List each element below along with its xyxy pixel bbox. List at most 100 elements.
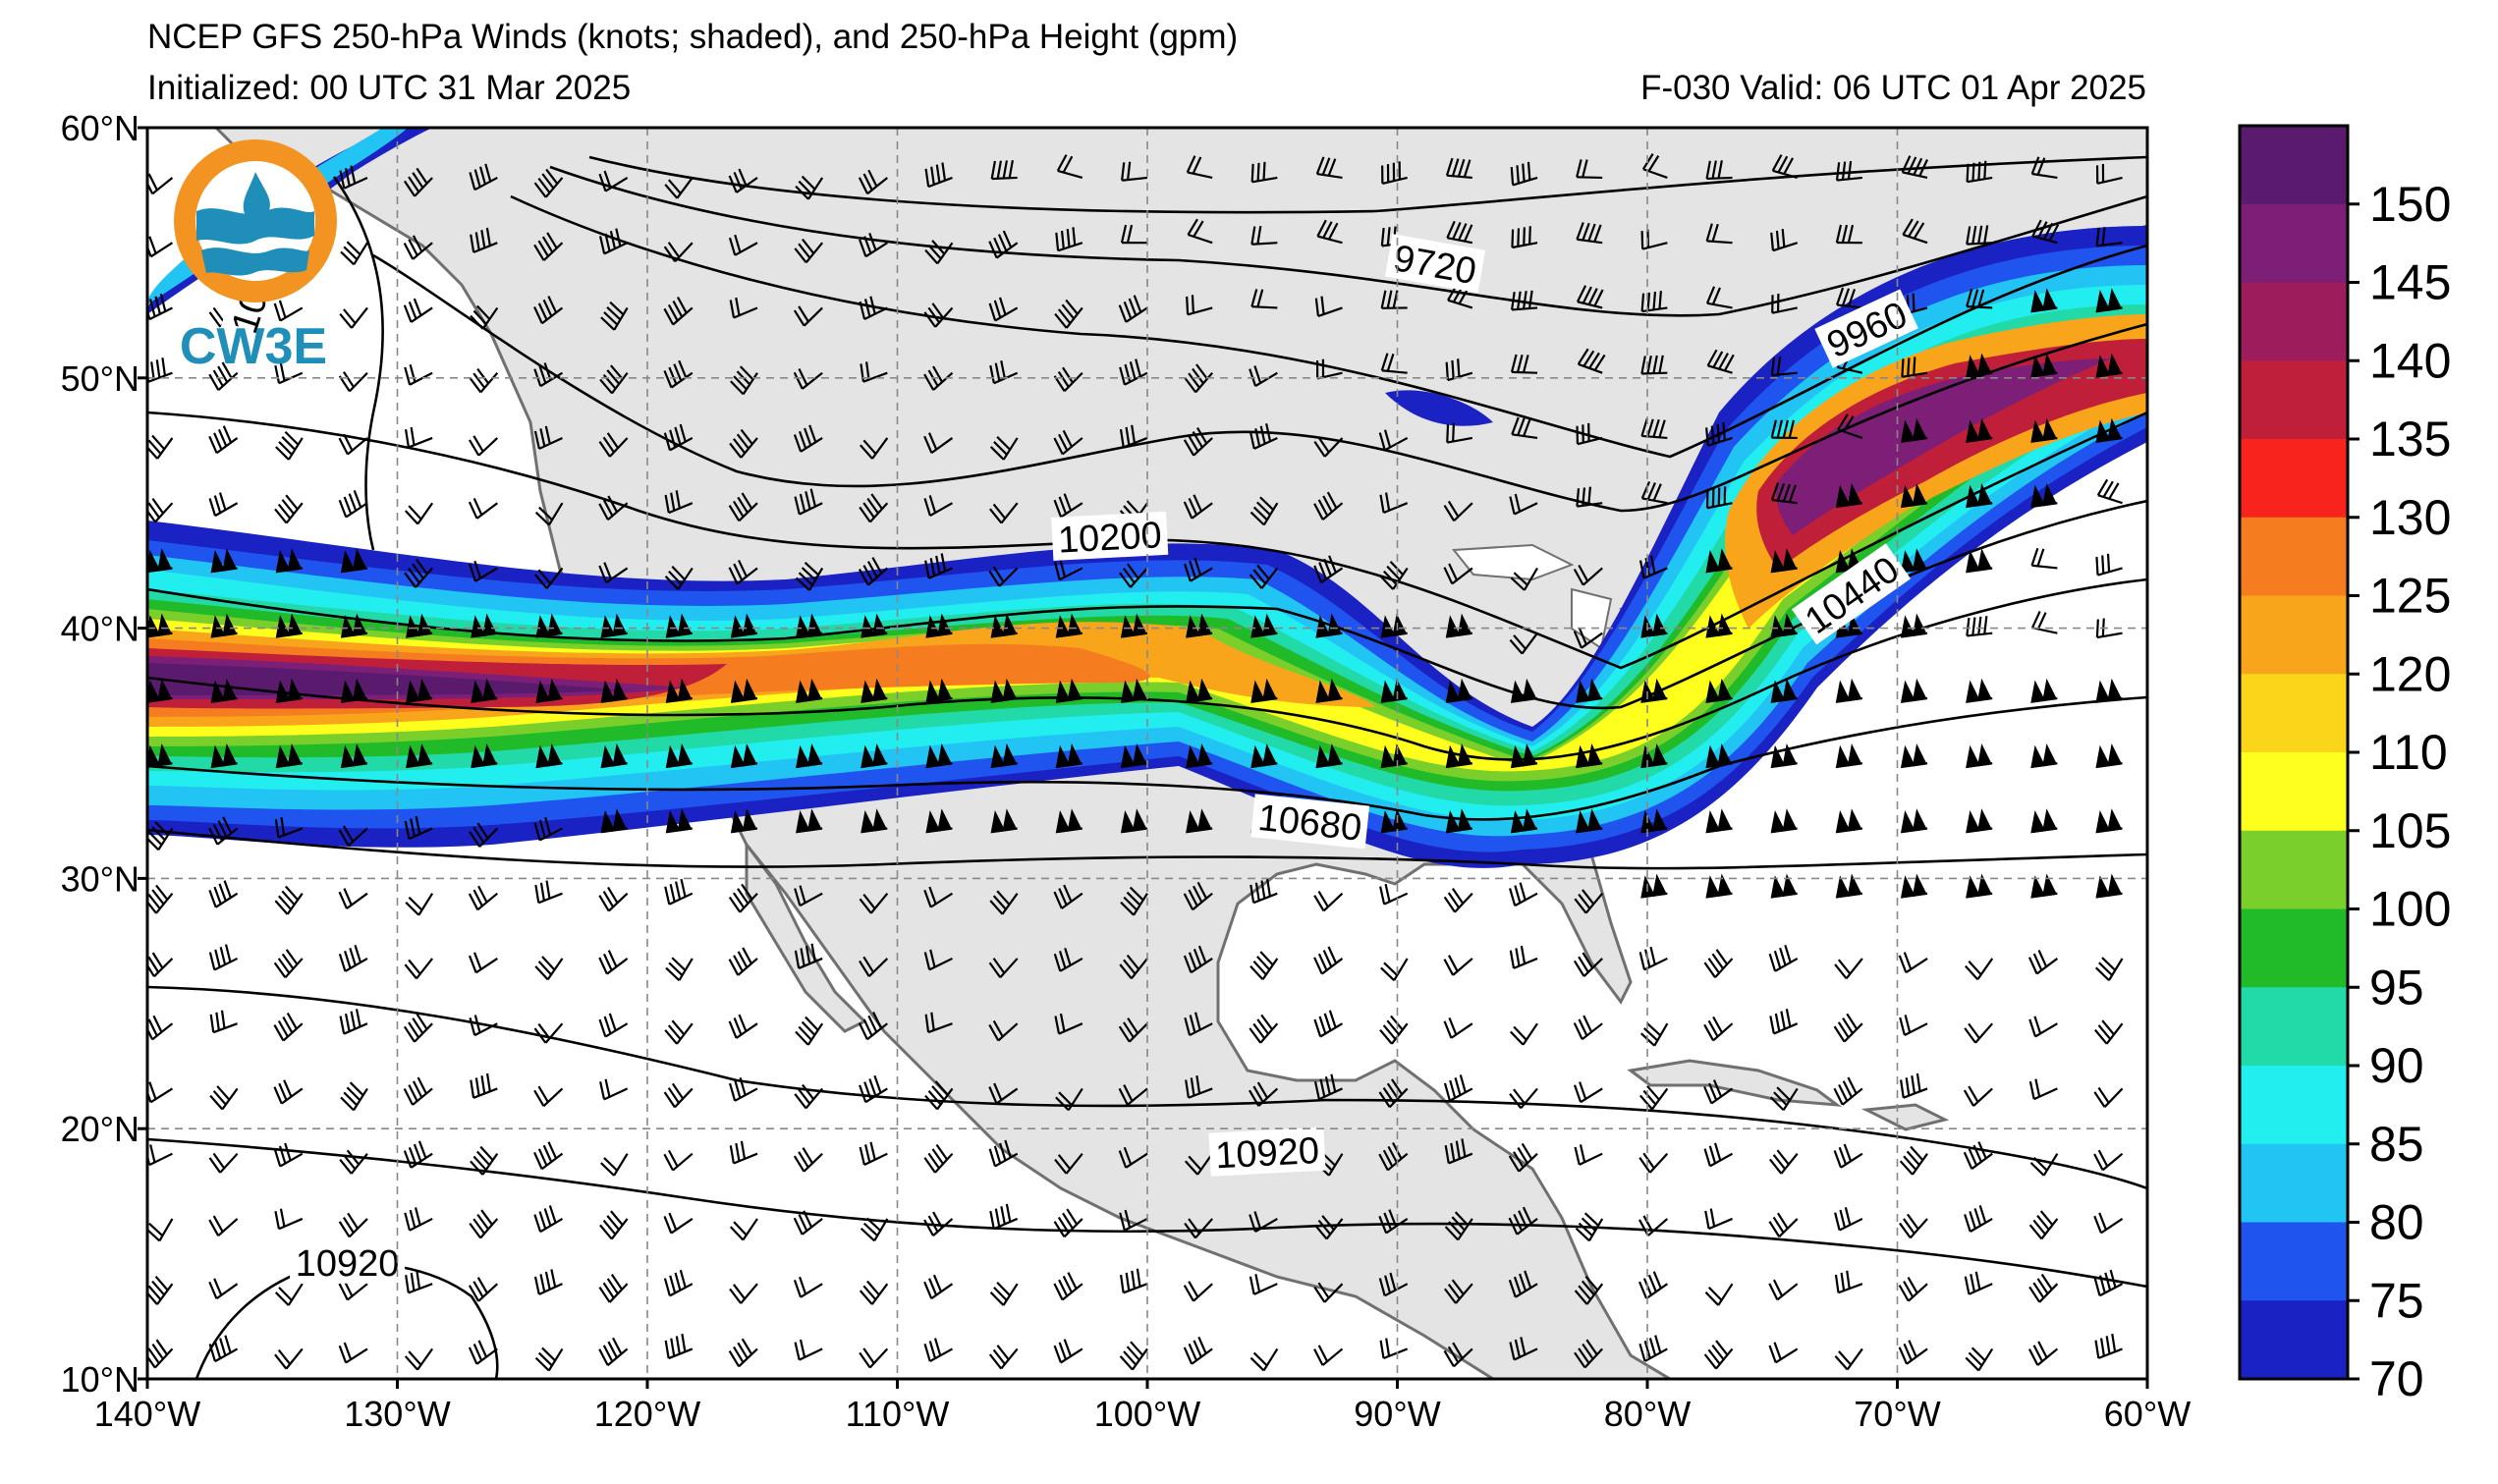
wind-barb: [1770, 419, 1798, 440]
wind-barb: [1186, 743, 1213, 769]
colorbar-label: 75: [2369, 1273, 2424, 1328]
wind-barb: [406, 678, 433, 703]
wind-barb: [1836, 287, 1862, 309]
wind-barb: [1313, 1282, 1344, 1303]
wind-barb: [1705, 678, 1733, 703]
wind-barb: [1833, 1013, 1863, 1043]
wind-barb: [339, 165, 368, 190]
wind-barb: [1443, 1074, 1473, 1102]
wind-barb: [1249, 1211, 1278, 1234]
wind-barb: [663, 296, 694, 326]
lon-tick-label: 80°W: [1604, 1394, 1691, 1434]
wind-barb: [1249, 878, 1278, 905]
wind-barb: [1378, 429, 1409, 452]
wind-barb: [2095, 288, 2123, 313]
wind-barb: [663, 423, 694, 452]
wind-barb: [1315, 743, 1343, 769]
wind-barb: [1249, 951, 1279, 981]
wind-barb: [1574, 1144, 1603, 1166]
wind-barb: [2095, 743, 2123, 769]
colorbar-label: 100: [2369, 882, 2451, 937]
contour-label: 10200: [1051, 511, 1169, 562]
wind-barb: [728, 947, 758, 976]
wind-barb: [1966, 225, 1993, 246]
wind-barb: [534, 880, 563, 905]
wind-barb: [404, 559, 433, 588]
wind-barb: [728, 1014, 758, 1039]
wind-barb: [728, 883, 758, 913]
wind-barb: [339, 1149, 368, 1175]
wind-barb: [2095, 417, 2123, 443]
wind-barb: [1574, 1339, 1603, 1369]
wind-barb: [2027, 1341, 2059, 1366]
wind-barb: [989, 360, 1019, 385]
wind-barb: [1379, 883, 1409, 906]
wind-barb: [2030, 547, 2058, 570]
colorbar-label: 90: [2369, 1038, 2424, 1093]
svg-text:10200: 10200: [1057, 515, 1163, 561]
wind-barb: [1183, 881, 1213, 911]
wind-barb: [923, 302, 954, 328]
wind-barb: [2093, 1149, 2124, 1172]
wind-barb: [1901, 357, 1928, 378]
wind-barb: [988, 1082, 1019, 1105]
wind-barb: [1184, 557, 1213, 582]
wind-barb: [1183, 945, 1213, 974]
wind-barb: [534, 1347, 564, 1372]
lat-tick-label: 50°N: [61, 358, 139, 399]
wind-barb: [1183, 426, 1213, 457]
wind-barb: [338, 489, 368, 519]
lat-lon-grid: [147, 128, 2147, 1379]
colorbar-segment: [2240, 1066, 2348, 1145]
wind-barb: [1964, 1205, 1993, 1233]
wind-barb: [471, 743, 498, 769]
wind-barb: [923, 1143, 954, 1174]
wind-barb: [1249, 1347, 1279, 1372]
wind-barb: [600, 808, 628, 834]
wind-barb: [1834, 1207, 1863, 1232]
wind-barb: [663, 242, 694, 263]
wind-barb: [923, 949, 953, 971]
wind-barb: [1899, 1015, 1928, 1036]
wind-barb: [1119, 424, 1148, 449]
wind-barb: [2030, 353, 2058, 378]
wind-barb: [1119, 563, 1148, 588]
wind-barb: [1313, 1010, 1344, 1038]
wind-barb: [1053, 1208, 1083, 1238]
wind-barb: [1900, 483, 1928, 509]
wind-barb: [1835, 873, 1863, 899]
wind-barb: [1705, 223, 1733, 245]
wind-barb: [1575, 1212, 1604, 1242]
wind-barb: [664, 565, 694, 590]
lat-tick-label: 20°N: [61, 1109, 139, 1149]
wind-barb: [1576, 808, 1603, 834]
wind-barb: [598, 228, 629, 255]
wind-barb: [2095, 227, 2123, 247]
wind-barb: [1249, 1081, 1279, 1107]
wind-barb: [988, 230, 1019, 259]
wind-barb: [859, 1347, 889, 1369]
wind-barb: [1508, 1206, 1538, 1236]
wind-barb: [1443, 500, 1473, 522]
wind-barb: [404, 958, 433, 980]
wind-barb: [795, 1016, 824, 1046]
wind-barb: [598, 1273, 629, 1303]
wind-barb: [1119, 358, 1148, 386]
wind-barb: [1966, 678, 1993, 703]
wind-barb: [533, 1269, 563, 1295]
wind-barb: [793, 1276, 823, 1298]
wind-barb: [1705, 160, 1733, 181]
wind-barb: [1380, 290, 1408, 309]
wind-barb: [533, 168, 564, 198]
wind-barb: [1835, 483, 1863, 509]
wind-barb: [1380, 353, 1408, 374]
wind-barb: [598, 432, 629, 458]
wind-barb: [730, 613, 758, 638]
wind-barb: [1574, 889, 1604, 914]
colorbar-segment: [2240, 908, 2348, 988]
wind-barb: [1638, 1152, 1669, 1174]
wind-barb: [989, 1203, 1019, 1231]
wind-barb: [793, 424, 823, 453]
wind-barb: [1055, 1087, 1083, 1112]
wind-barb: [1379, 1338, 1409, 1360]
